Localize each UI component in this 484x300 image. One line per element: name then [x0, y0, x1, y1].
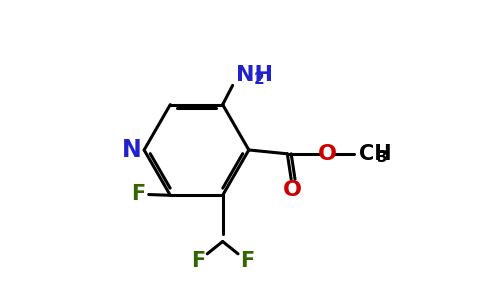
Text: N: N: [122, 138, 142, 162]
Text: 2: 2: [254, 72, 264, 87]
Text: NH: NH: [237, 65, 273, 86]
Text: F: F: [240, 251, 255, 271]
Text: 3: 3: [377, 150, 387, 165]
Text: O: O: [283, 180, 302, 200]
Text: O: O: [318, 144, 337, 164]
Text: F: F: [131, 184, 145, 204]
Text: CH: CH: [359, 144, 392, 164]
Text: F: F: [191, 251, 205, 271]
